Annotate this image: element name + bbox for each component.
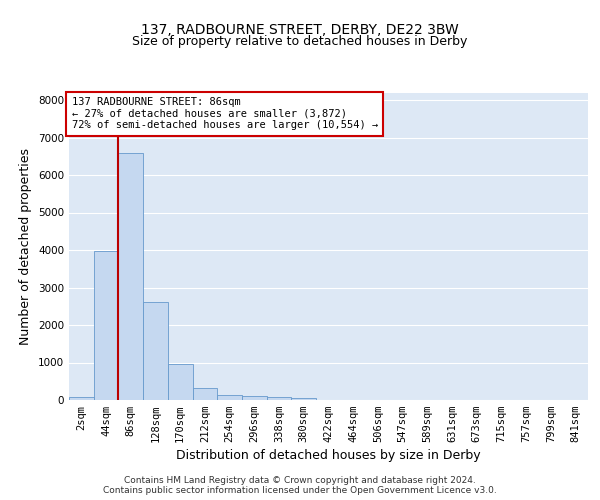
X-axis label: Distribution of detached houses by size in Derby: Distribution of detached houses by size … [176, 450, 481, 462]
Bar [118, 153, 143, 400]
Bar [94, 251, 118, 400]
Text: Size of property relative to detached houses in Derby: Size of property relative to detached ho… [133, 35, 467, 48]
Bar [143, 302, 168, 400]
Bar [292, 398, 316, 400]
Bar [217, 395, 242, 400]
Text: 137, RADBOURNE STREET, DERBY, DE22 3BW: 137, RADBOURNE STREET, DERBY, DE22 3BW [141, 22, 459, 36]
Bar [193, 388, 217, 400]
Bar [267, 396, 292, 400]
Text: Contains HM Land Registry data © Crown copyright and database right 2024.
Contai: Contains HM Land Registry data © Crown c… [103, 476, 497, 495]
Bar [168, 364, 193, 400]
Bar [242, 396, 267, 400]
Bar [69, 397, 94, 400]
Y-axis label: Number of detached properties: Number of detached properties [19, 148, 32, 345]
Text: 137 RADBOURNE STREET: 86sqm
← 27% of detached houses are smaller (3,872)
72% of : 137 RADBOURNE STREET: 86sqm ← 27% of det… [71, 97, 378, 130]
